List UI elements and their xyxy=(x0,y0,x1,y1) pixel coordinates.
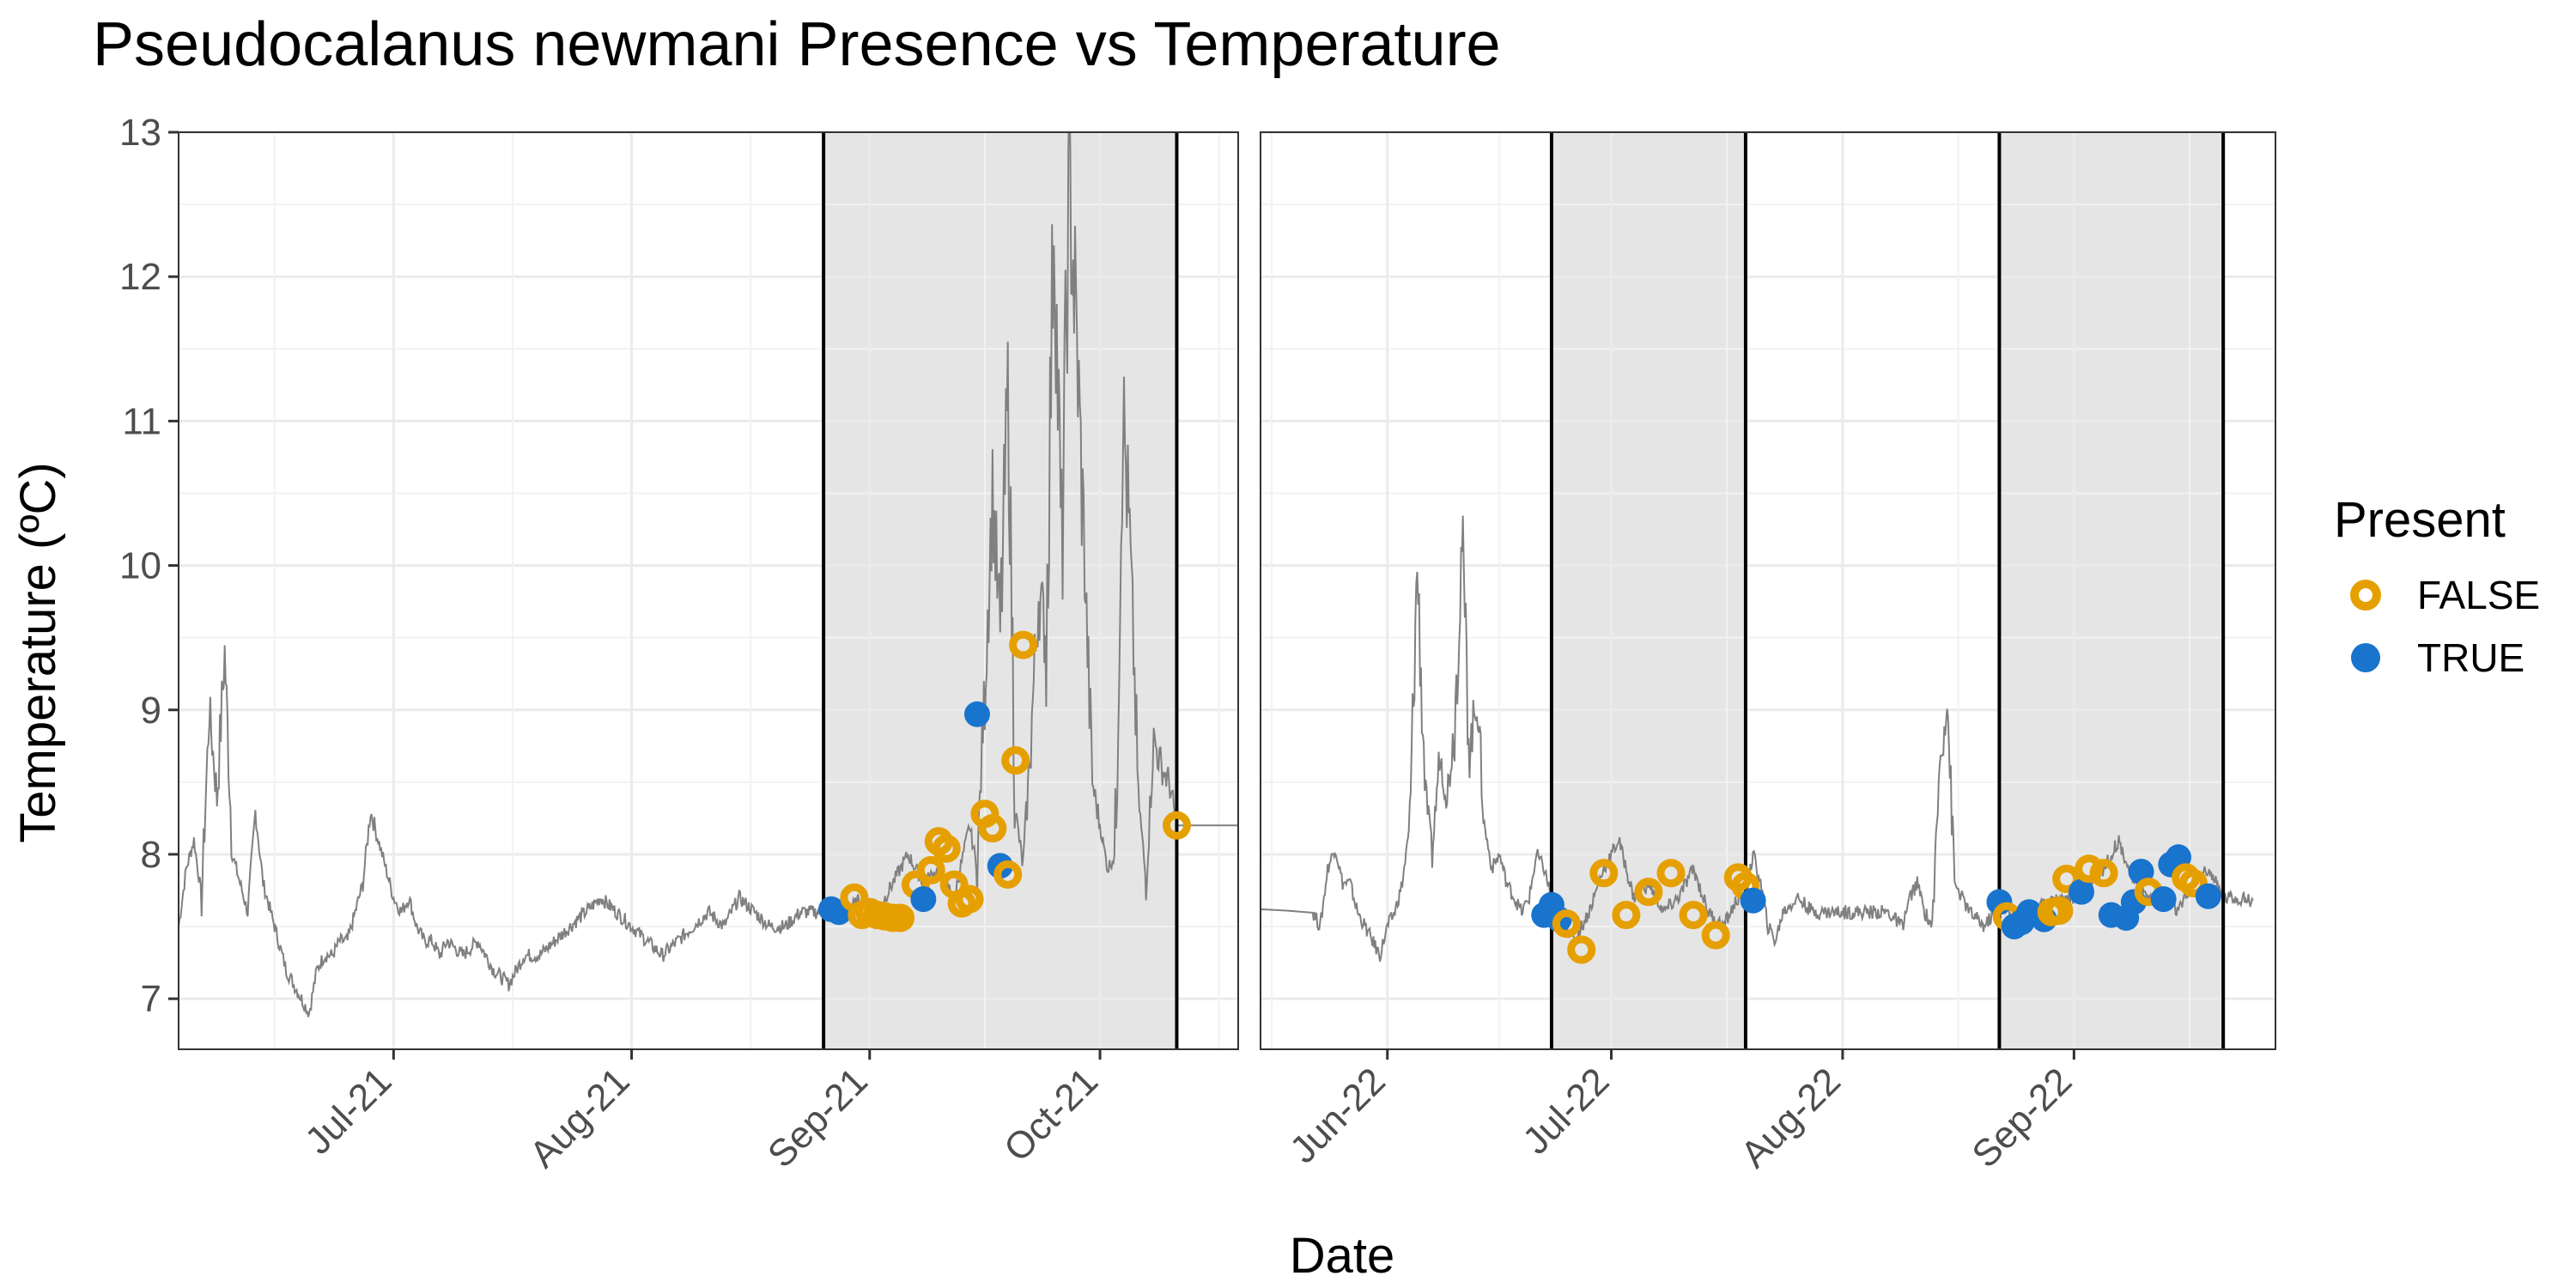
legend-title: Present xyxy=(2334,492,2506,548)
observation-point-false xyxy=(2075,854,2104,884)
observation-point-true xyxy=(2195,883,2221,909)
observation-point-true xyxy=(2069,878,2095,905)
y-tick-label: 12 xyxy=(119,256,161,298)
x-tick-label: Aug-22 xyxy=(1733,1060,1849,1176)
x-tick-label: Aug-21 xyxy=(522,1060,638,1176)
chart-title: Pseudocalanus newmani Presence vs Temper… xyxy=(93,10,1501,79)
observation-point-false xyxy=(2044,896,2074,926)
observation-point-false xyxy=(2178,869,2208,898)
legend-true-label: TRUE xyxy=(2417,635,2524,680)
observation-point-false xyxy=(1009,630,1038,659)
observation-point-false xyxy=(1001,746,1030,775)
y-tick-label: 10 xyxy=(119,545,161,587)
panel-2022: Jun-22 Jul-22 Aug-22 Sep-22 xyxy=(1260,131,2276,1176)
observation-point-true xyxy=(910,886,937,913)
panel-border xyxy=(1260,131,2276,1050)
observation-point-false xyxy=(1701,920,1730,950)
panel-2021: Jul-21 Aug-21 Sep-21 Oct-21 xyxy=(178,131,1239,1176)
observation-point-false xyxy=(955,884,984,914)
legend-true-key xyxy=(2351,643,2380,672)
legend-false-key xyxy=(2350,580,2381,611)
observation-point-false xyxy=(886,903,915,933)
observation-point-false xyxy=(1679,901,1708,930)
y-tick-label: 8 xyxy=(141,834,161,876)
observation-point-false xyxy=(978,814,1007,843)
y-axis-title: Temperature (ºC) xyxy=(10,462,66,842)
observation-point-true xyxy=(1740,887,1766,914)
y-tick-label: 9 xyxy=(141,690,161,732)
y-tick-label: 7 xyxy=(141,978,161,1020)
x-tick-label: Sep-22 xyxy=(1964,1060,2080,1176)
y-tick-label: 11 xyxy=(122,400,161,442)
observation-point-true xyxy=(963,701,990,727)
observation-point-false xyxy=(2089,859,2118,888)
y-tick-label: 13 xyxy=(119,112,161,154)
x-tick-label: Oct-21 xyxy=(996,1060,1106,1170)
observation-point-false xyxy=(1552,909,1581,939)
x-tick-label: Jul-22 xyxy=(1515,1060,1617,1162)
observation-point-true xyxy=(2150,886,2177,913)
x-tick-label: Sep-21 xyxy=(760,1060,876,1176)
observation-point-false xyxy=(932,834,961,863)
y-axis: 7 8 9 10 11 12 13 xyxy=(119,112,179,1020)
observation-point-false xyxy=(1656,859,1686,888)
legend-false-label: FALSE xyxy=(2417,573,2540,617)
observation-point-false xyxy=(1589,859,1619,888)
x-tick-label: Jun-22 xyxy=(1282,1060,1394,1171)
observation-point-false xyxy=(993,860,1023,889)
observation-point-false xyxy=(1612,901,1641,930)
shaded-period xyxy=(1551,132,1746,1049)
x-axis-title: Date xyxy=(1290,1228,1395,1284)
x-tick-label: Jul-21 xyxy=(297,1060,399,1162)
observation-point-false xyxy=(2052,865,2081,894)
observation-point-false xyxy=(916,855,945,884)
panel-border xyxy=(178,131,1239,1050)
observation-point-false xyxy=(1634,878,1663,907)
observation-point-false xyxy=(1567,935,1596,964)
observation-point-false xyxy=(1162,811,1191,840)
temperature-line xyxy=(179,132,1238,1018)
legend: Present FALSE TRUE xyxy=(2334,492,2540,680)
